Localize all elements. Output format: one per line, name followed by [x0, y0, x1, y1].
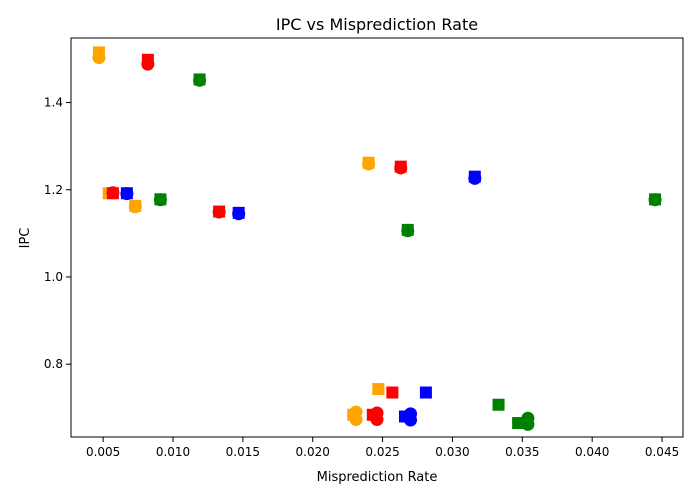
data-point-circle-green	[193, 73, 207, 87]
y-tick-label: 1.0	[44, 270, 63, 284]
x-tick-label: 0.045	[645, 445, 679, 459]
data-point-circle-green	[401, 224, 415, 238]
x-tick-label: 0.025	[365, 445, 399, 459]
data-point-circle-red	[370, 413, 384, 427]
data-point-circle-blue	[468, 171, 482, 185]
chart-title: IPC vs Misprediction Rate	[276, 15, 478, 34]
data-point-circle-blue	[404, 413, 418, 427]
x-axis-label: Misprediction Rate	[317, 470, 438, 485]
x-tick-label: 0.040	[575, 445, 609, 459]
data-point-circle-red	[141, 57, 155, 71]
x-axis-ticks: 0.005 0.010 0.015 0.020 0.025 0.030 0.035 0.040…	[86, 437, 679, 459]
x-tick-label: 0.015	[226, 445, 260, 459]
data-point-circle-green	[153, 193, 167, 207]
data-point-circle-orange	[92, 51, 106, 65]
data-point-circle-blue	[120, 187, 134, 201]
x-tick-label: 0.030	[435, 445, 469, 459]
data-point-circle-blue	[232, 207, 246, 221]
x-tick-label: 0.020	[296, 445, 330, 459]
data-point-square-red	[106, 187, 119, 200]
y-axis-label: IPC	[18, 228, 33, 249]
x-tick-label: 0.010	[156, 445, 190, 459]
data-point-square-red	[386, 386, 399, 399]
data-point-circle-orange	[349, 413, 363, 427]
x-tick-label: 0.035	[505, 445, 539, 459]
data-points	[92, 46, 662, 431]
data-point-circle-red	[212, 205, 226, 219]
x-tick-label: 0.005	[86, 445, 120, 459]
data-point-circle-green	[521, 417, 535, 431]
data-point-square-green	[512, 417, 525, 430]
data-point-circle-orange	[128, 200, 142, 214]
data-point-square-blue	[419, 386, 432, 399]
y-tick-label: 1.4	[44, 96, 63, 110]
data-point-circle-green	[648, 193, 662, 207]
y-axis-ticks: 0.8 1.0 1.2 1.4	[44, 96, 71, 371]
y-tick-label: 1.2	[44, 183, 63, 197]
y-tick-label: 0.8	[44, 357, 63, 371]
plot-frame	[70, 37, 684, 438]
data-point-square-orange	[372, 383, 385, 396]
data-point-square-green	[492, 398, 505, 411]
data-point-circle-orange	[362, 157, 376, 171]
data-point-circle-red	[394, 161, 408, 175]
